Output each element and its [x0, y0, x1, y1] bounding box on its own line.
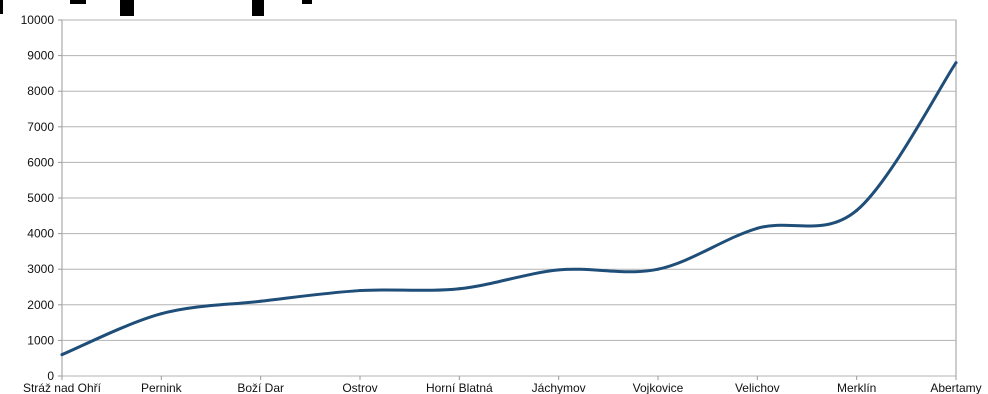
- y-tick-label: 8000: [27, 84, 54, 98]
- data-point-4: [457, 287, 461, 291]
- y-tick-label: 2000: [27, 298, 54, 312]
- x-tick-label: Vojkovice: [633, 381, 684, 394]
- title-fragment-4: [252, 0, 264, 16]
- x-tick-label: Ostrov: [342, 381, 377, 394]
- y-tick-label: 6000: [27, 155, 54, 169]
- data-point-5: [557, 268, 561, 272]
- plot-area: 0 1000 2000 3000 4000 5000 6000 7000 8000 9000 100…: [21, 13, 982, 394]
- data-point-7: [755, 226, 759, 230]
- data-point-0: [60, 353, 64, 357]
- data-point-9: [954, 61, 958, 65]
- series-layer: [60, 61, 958, 357]
- title-fragment-5: [302, 0, 312, 4]
- x-tick-label: Horní Blatná: [426, 381, 493, 394]
- x-tick-label: Boží Dar: [237, 381, 284, 394]
- title-fragment-2: [70, 0, 86, 4]
- data-point-3: [358, 289, 362, 293]
- title-fragment-1: [0, 0, 3, 14]
- x-tick-label: Abertamy: [930, 381, 981, 394]
- x-tick-label: Pernink: [141, 381, 183, 394]
- y-tick-label: 9000: [27, 49, 54, 63]
- data-point-8: [855, 208, 859, 212]
- y-axis: 0 1000 2000 3000 4000 5000 6000 7000 8000 9000 100…: [21, 13, 62, 383]
- y-tick-label: 10000: [21, 13, 55, 27]
- x-tick-label: Jáchymov: [532, 381, 586, 394]
- series-line-0: [60, 61, 958, 357]
- x-tick-label: Merklín: [837, 381, 876, 394]
- data-point-2: [259, 299, 263, 303]
- x-tick-label: Velichov: [735, 381, 780, 394]
- gridlines: [62, 19, 956, 377]
- y-tick-label: 1000: [27, 333, 54, 347]
- data-point-1: [159, 312, 163, 316]
- title-fragment-3: [120, 0, 134, 16]
- y-tick-label: 5000: [27, 191, 54, 205]
- x-tick-label: Stráž nad Ohří: [23, 381, 102, 394]
- y-tick-label: 3000: [27, 262, 54, 276]
- clipped-title-remnant: [0, 0, 312, 16]
- data-point-6: [656, 267, 660, 271]
- x-axis: Stráž nad Ohří Pernink Boží Dar Ostrov Horní…: [23, 376, 982, 394]
- y-tick-label: 7000: [27, 120, 54, 134]
- y-tick-label: 4000: [27, 227, 54, 241]
- y-tick-label: 0: [47, 369, 54, 383]
